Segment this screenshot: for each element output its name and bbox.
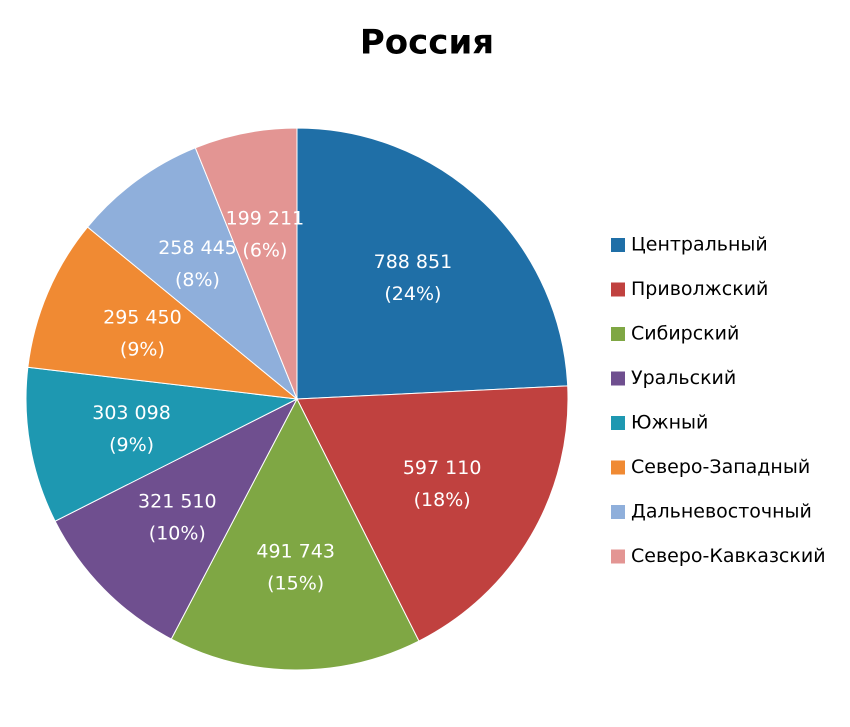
legend-swatch (611, 505, 625, 519)
percent-label: (18%) (414, 489, 471, 511)
pie-slice (27, 226, 299, 400)
pie-slice (296, 127, 569, 400)
pie-slice (25, 366, 299, 522)
percent-label: (6%) (242, 240, 287, 262)
value-label: 321 510 (138, 490, 217, 512)
legend-label: Центральный (631, 234, 768, 256)
value-label: 597 110 (403, 457, 482, 479)
legend-swatch (611, 416, 625, 430)
percent-label: (9%) (109, 434, 154, 456)
legend-swatch (611, 327, 625, 341)
value-label: 199 211 (226, 208, 305, 230)
pie-slice (296, 385, 569, 642)
legend-label: Приволжский (631, 278, 768, 300)
value-label: 491 743 (256, 541, 335, 563)
legend-label: Северо-Западный (631, 456, 810, 478)
percent-label: (15%) (267, 573, 324, 595)
legend-swatch (611, 549, 625, 564)
legend-swatch (611, 371, 625, 386)
legend-label: Дальневосточный (631, 501, 812, 523)
pie-slice (170, 397, 420, 671)
value-label: 788 851 (374, 251, 453, 273)
percent-label: (10%) (149, 522, 206, 544)
value-label: 258 445 (158, 237, 237, 259)
pie-slice (54, 397, 299, 640)
value-label: 303 098 (92, 402, 171, 424)
percent-label: (24%) (384, 283, 441, 305)
legend-swatch (611, 282, 625, 297)
chart-title: Россия (360, 23, 494, 63)
pie-slice (86, 147, 298, 400)
legend-label: Южный (631, 412, 708, 434)
legend-label: Сибирский (631, 323, 739, 345)
legend-swatch (611, 238, 625, 252)
legend-label: Северо-Кавказский (631, 545, 826, 567)
value-label: 295 450 (103, 307, 182, 329)
percent-label: (8%) (175, 269, 220, 291)
pie-slice (194, 127, 298, 400)
legend-label: Уральский (631, 367, 736, 389)
legend-swatch (611, 460, 625, 475)
percent-label: (9%) (120, 339, 165, 361)
